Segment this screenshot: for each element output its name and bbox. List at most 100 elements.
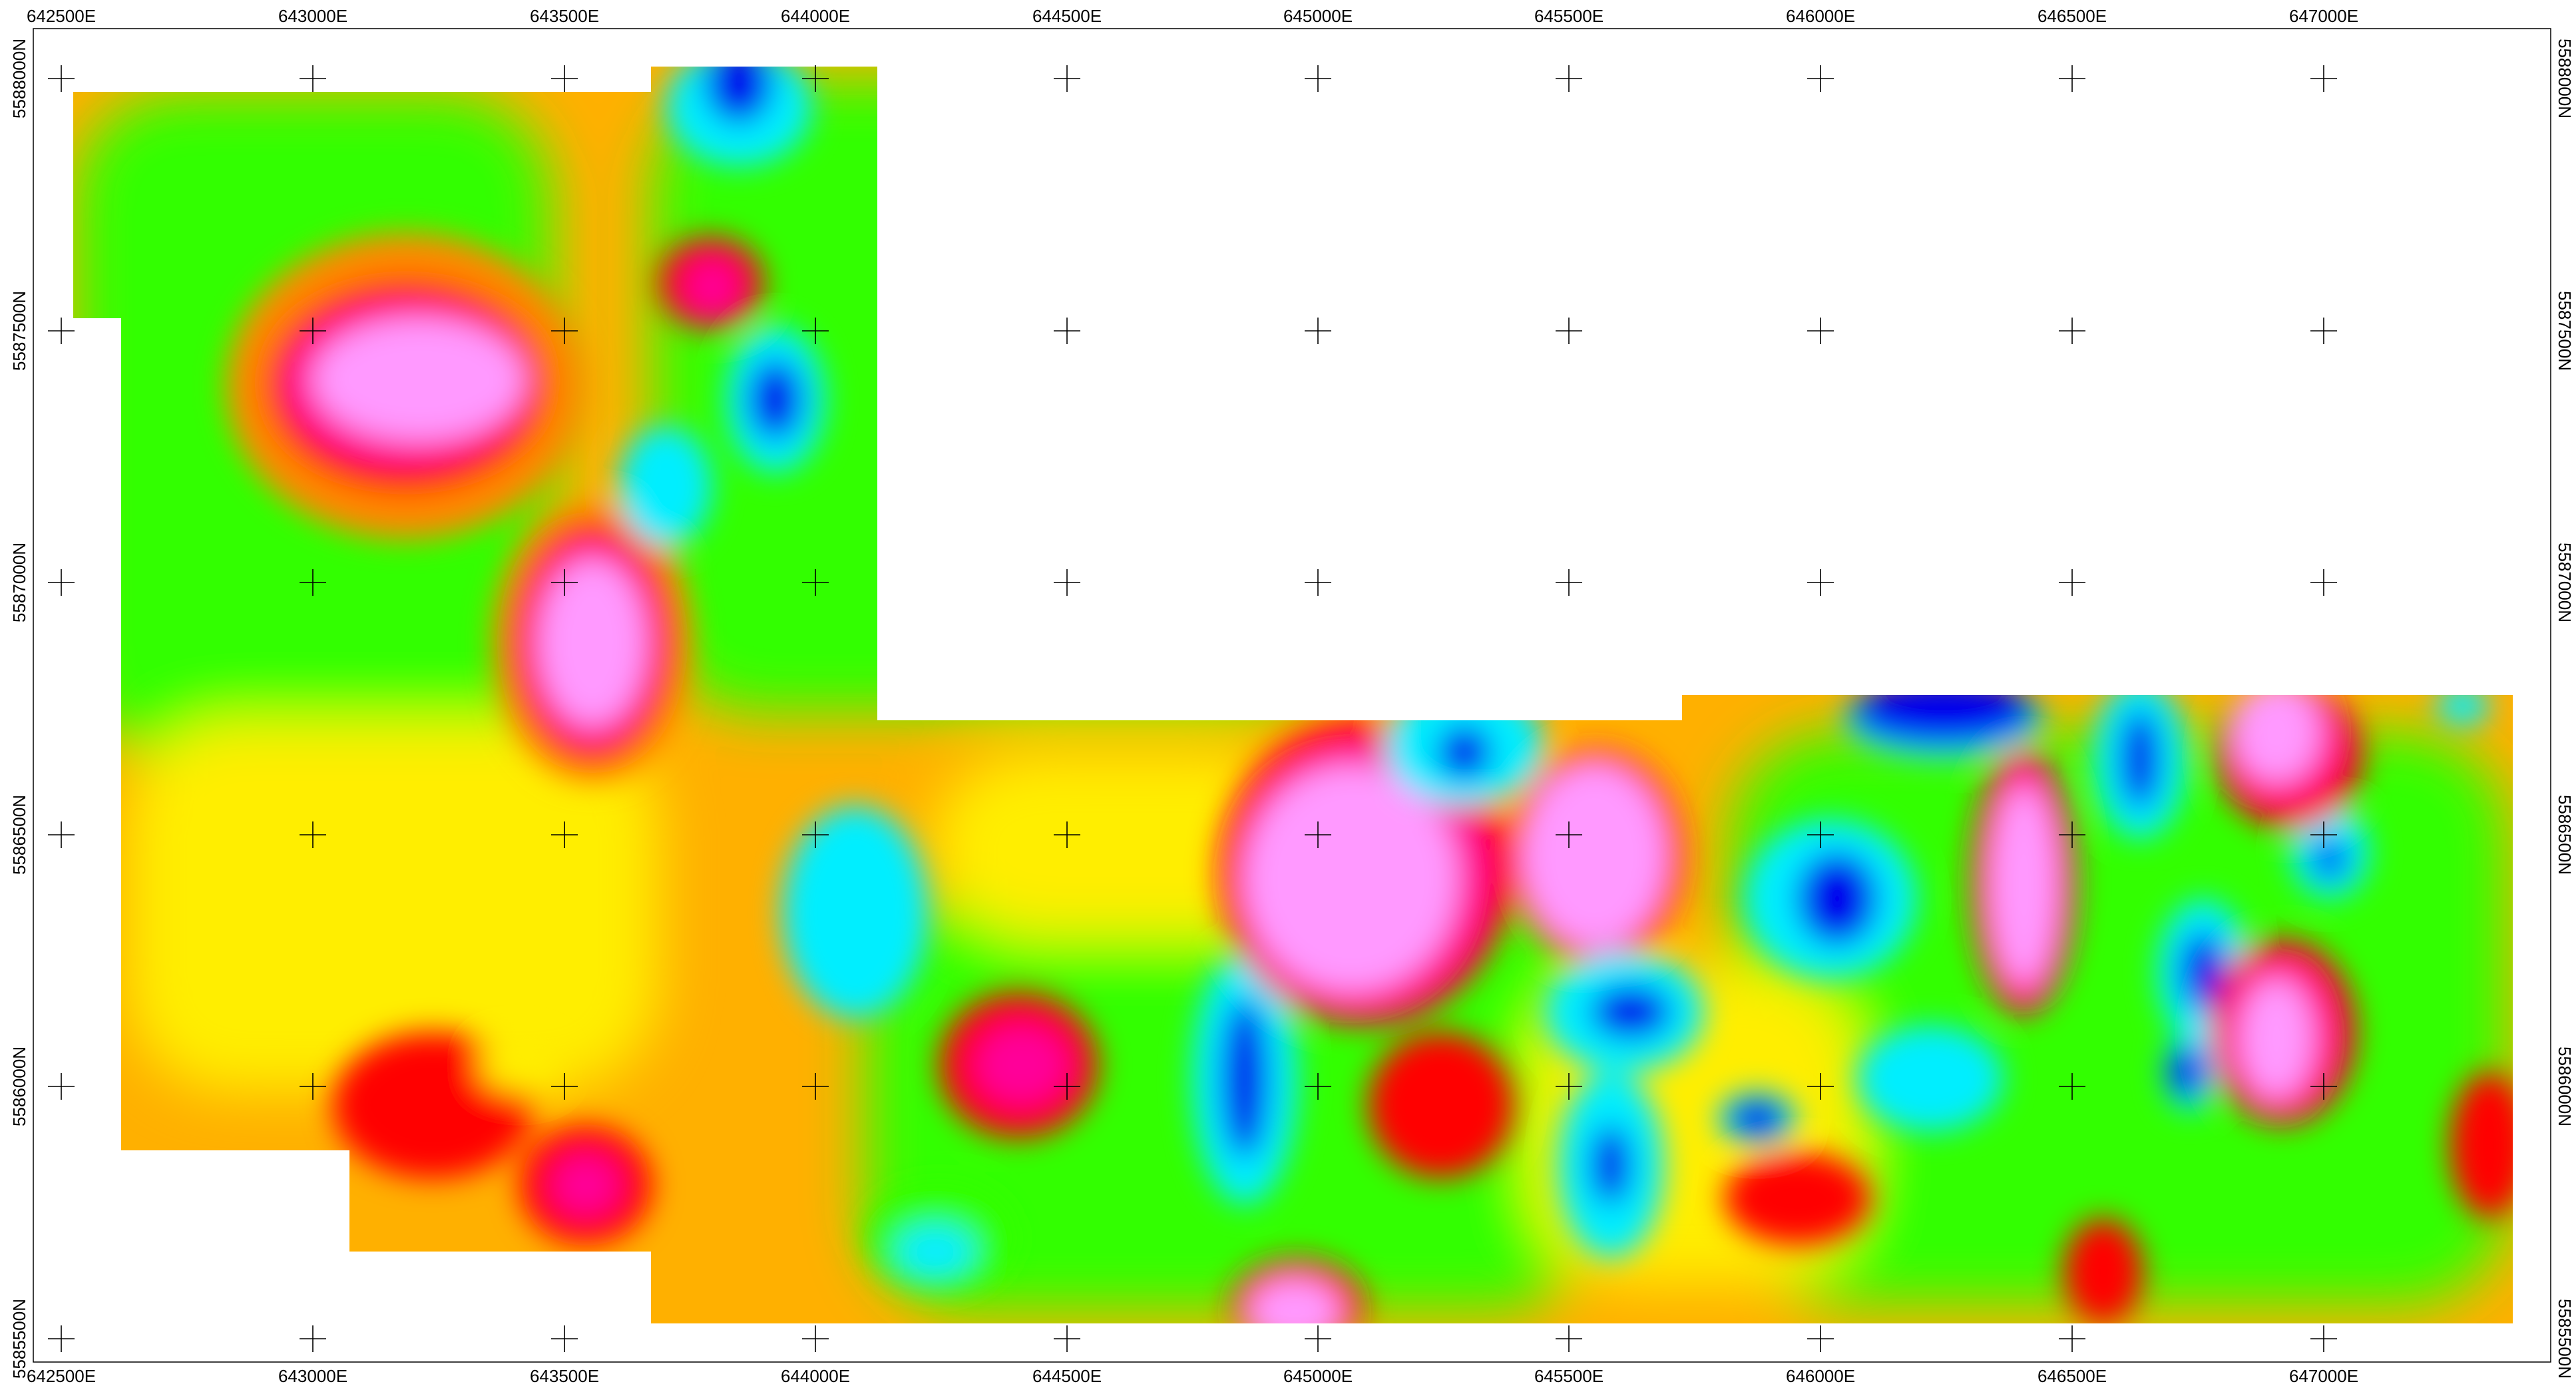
grid-cross (1305, 1325, 1331, 1352)
y-label-left: 5586500N (9, 795, 29, 875)
grid-cross (1556, 318, 1582, 344)
y-label-right: 5587000N (2555, 543, 2575, 622)
blue-anomaly-13 (2313, 839, 2346, 879)
x-label-top: 646000E (1786, 6, 1855, 26)
y-label-right: 5587500N (2555, 291, 2575, 371)
grid-cross (2310, 1073, 2337, 1100)
x-label-bottom: 647000E (2289, 1366, 2358, 1386)
grid-cross (551, 318, 578, 344)
y-label-left: 5586000N (9, 1046, 29, 1126)
grid-cross (1807, 569, 1834, 596)
cyan-anomaly-4 (782, 806, 929, 1019)
y-label-left: 5587500N (9, 291, 29, 371)
magenta-anomaly-4 (1248, 1278, 1341, 1323)
grid-cross (2059, 318, 2085, 344)
hot-pink-anomaly-4 (975, 1025, 1068, 1105)
x-label-bottom: 645000E (1283, 1366, 1353, 1386)
survey-area (73, 67, 2513, 1323)
grid-cross (802, 1325, 829, 1352)
blue-anomaly-7 (1850, 679, 2037, 746)
blue-anomaly-6 (1591, 1125, 1631, 1205)
grid-cross (1054, 65, 1080, 92)
magenta-anomaly-7 (2233, 682, 2320, 782)
x-label-top: 647000E (2289, 6, 2358, 26)
x-label-bottom: 644500E (1032, 1366, 1102, 1386)
magenta-anomaly-3 (1245, 766, 1458, 992)
grid-cross (1054, 318, 1080, 344)
y-label-left: 5585500N (9, 1299, 29, 1379)
x-labels-top: 642500E 643000E 643500E 644000E 644500E 64500… (27, 6, 2358, 26)
grid-cross (802, 821, 829, 848)
grid-cross (300, 569, 326, 596)
grid-cross (1305, 65, 1331, 92)
magenta-anomaly-8 (2240, 979, 2313, 1098)
grid-cross (1054, 569, 1080, 596)
blue-anomaly-10 (2120, 709, 2160, 809)
grid-cross (802, 65, 829, 92)
blue-anomaly-3 (1221, 999, 1268, 1158)
cyan-anomaly-18 (895, 1225, 975, 1278)
grid-cross (300, 318, 326, 344)
blue-anomaly-4 (1438, 726, 1491, 779)
cyan-anomaly-12 (1857, 1025, 2004, 1132)
x-label-top: 645500E (1534, 6, 1604, 26)
grid-cross (48, 821, 75, 848)
grid-cross (1807, 1073, 1834, 1100)
red-anomaly-13 (1724, 1152, 1870, 1245)
grid-cross (1556, 821, 1582, 848)
y-label-right: 5586000N (2555, 1046, 2575, 1126)
y-label-right: 5586500N (2555, 795, 2575, 875)
red-anomaly-14 (2450, 1072, 2513, 1218)
grid-cross (300, 1073, 326, 1100)
yellow-anomaly-1 (479, 1039, 559, 1092)
grid-cross (48, 65, 75, 92)
grid-cross (802, 318, 829, 344)
grid-cross (1556, 569, 1582, 596)
x-label-bottom: 644000E (781, 1366, 850, 1386)
grid-cross (2310, 569, 2337, 596)
x-label-top: 643000E (278, 6, 347, 26)
x-label-bottom: 645500E (1534, 1366, 1604, 1386)
grid-cross (551, 569, 578, 596)
grid-cross (551, 1325, 578, 1352)
grid-cross (2059, 65, 2085, 92)
grid-crosses (48, 65, 2337, 1352)
grid-cross (300, 821, 326, 848)
grid-cross (2059, 821, 2085, 848)
blue-anomaly-2 (749, 359, 802, 439)
blue-anomaly-1 (706, 67, 772, 123)
y-label-right: 5585500N (2555, 1299, 2575, 1379)
red-anomaly-12 (2063, 1218, 2143, 1323)
grid-cross (2310, 821, 2337, 848)
grid-cross (1305, 569, 1331, 596)
grid-cross (802, 569, 829, 596)
grid-cross (802, 1073, 829, 1100)
hot-pink-anomaly-10 (552, 1155, 619, 1215)
y-label-left: 5588000N (9, 39, 29, 118)
cyan-anomaly-3 (619, 426, 712, 546)
grid-cross (1305, 1073, 1331, 1100)
regional-tone-2 (126, 719, 659, 1092)
y-label-right: 5588000N (2555, 39, 2575, 118)
grid-cross (1807, 821, 1834, 848)
grid-cross (48, 1325, 75, 1352)
x-label-top: 644500E (1032, 6, 1102, 26)
hot-pink-anomaly-3 (686, 260, 739, 313)
grid-cross (48, 318, 75, 344)
x-labels-bottom: 642500E 643000E 643500E 644000E 644500E 64500… (27, 1366, 2358, 1386)
grid-cross (1556, 1325, 1582, 1352)
x-label-bottom: 643000E (278, 1366, 347, 1386)
y-labels-right: 5588000N 5587500N 5587000N 5586500N 5586000N… (2555, 39, 2575, 1379)
x-label-top: 645000E (1283, 6, 1353, 26)
magenta-anomaly-6 (1990, 786, 2057, 985)
blue-anomaly-9 (1727, 1098, 1787, 1138)
magenta-anomaly-2 (539, 559, 646, 726)
y-label-left: 5587000N (9, 543, 29, 622)
x-label-bottom: 646000E (1786, 1366, 1855, 1386)
x-label-top: 644000E (781, 6, 850, 26)
x-label-bottom: 646500E (2038, 1366, 2107, 1386)
grid-cross (300, 1325, 326, 1352)
grid-cross (2059, 1073, 2085, 1100)
grid-cross (1807, 1325, 1834, 1352)
